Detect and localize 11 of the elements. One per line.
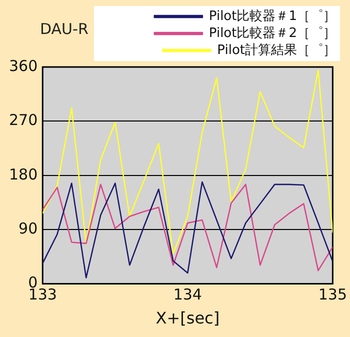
legend-label: Pilot比較器＃2［゜］ <box>208 26 336 41</box>
x-axis-title: X+[sec] <box>156 308 220 328</box>
x-tick-label: 134 <box>173 286 202 304</box>
legend-label: Pilot計算結果［゜］ <box>217 42 336 58</box>
chart-title: DAU-R <box>40 20 88 38</box>
legend-label: Pilot比較器＃1［゜］ <box>208 8 336 24</box>
y-tick-label: 90 <box>18 219 38 238</box>
x-tick-label: 135 <box>318 286 348 304</box>
y-tick-label: 360 <box>8 56 38 75</box>
y-tick-label: 270 <box>8 111 38 130</box>
y-tick-label: 180 <box>8 165 38 184</box>
